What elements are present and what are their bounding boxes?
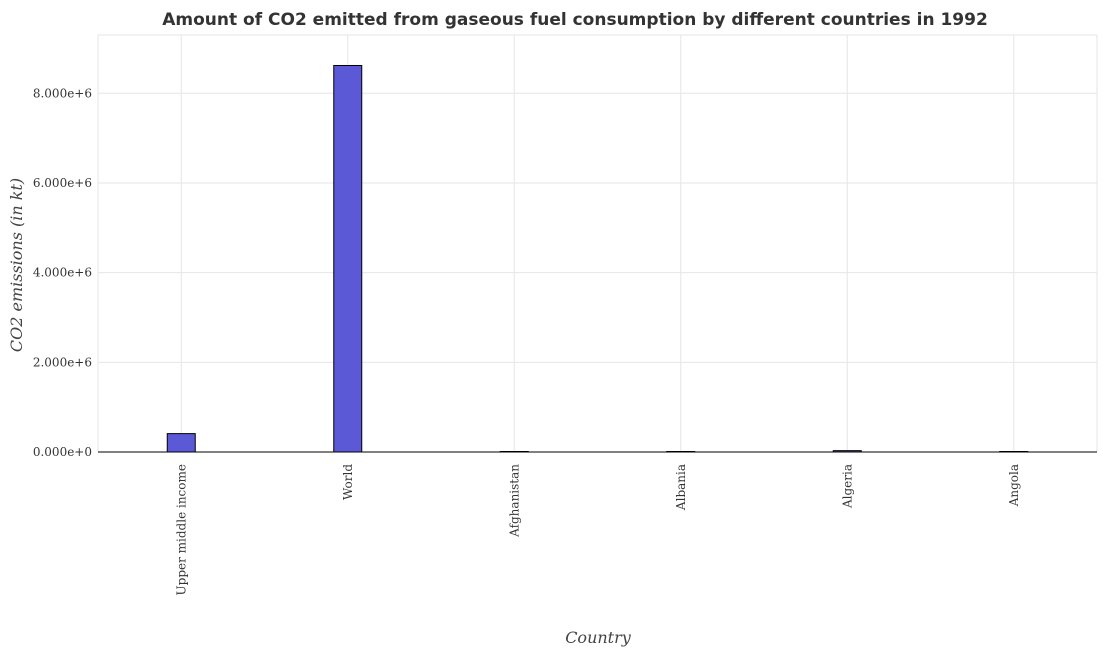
bar — [166, 433, 196, 453]
x-tick-label: World — [341, 464, 355, 500]
x-axis-ticks: Upper middle income World Afghanistan Alban… — [174, 464, 1021, 596]
x-tick-label: Angola — [1007, 464, 1021, 507]
bar — [999, 451, 1029, 453]
bar — [666, 451, 696, 453]
y-tick-label: 8.000e+6 — [33, 86, 92, 100]
chart-title: Amount of CO2 emitted from gaseous fuel … — [162, 10, 988, 30]
y-tick-label: 0.000e+0 — [33, 445, 92, 459]
y-axis-label: CO2 emissions (in kt) — [7, 178, 26, 352]
x-tick-label: Afghanistan — [507, 464, 521, 538]
y-tick-label: 2.000e+6 — [33, 355, 92, 369]
grid — [97, 34, 1098, 453]
y-axis-ticks: 0.000e+0 2.000e+6 4.000e+6 6.000e+6 8.000e+6 — [33, 86, 92, 459]
bar — [499, 451, 529, 453]
y-tick-label: 4.000e+6 — [33, 266, 92, 280]
bars — [166, 64, 1029, 453]
y-tick-label: 6.000e+6 — [33, 176, 92, 190]
bar — [832, 450, 862, 453]
x-axis-label: Country — [565, 628, 632, 647]
x-tick-label: Upper middle income — [174, 464, 188, 595]
x-tick-label: Algeria — [840, 464, 854, 509]
bar — [333, 64, 363, 453]
x-tick-label: Albania — [674, 464, 688, 511]
